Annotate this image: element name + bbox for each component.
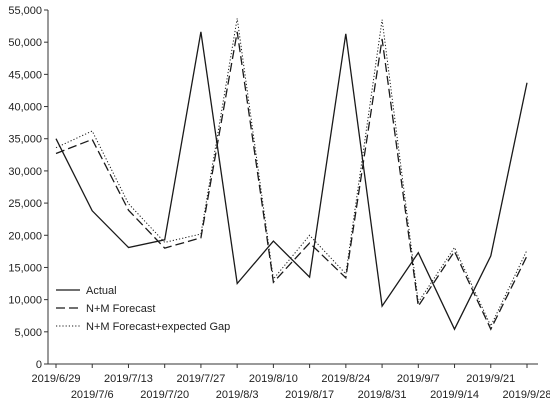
y-tick-label: 35,000 [8, 134, 42, 146]
x-tick-label: 2019/8/10 [249, 373, 298, 385]
y-tick-label: 50,000 [8, 37, 42, 49]
legend: Actual N+M Forecast N+M Forecast+expected … [56, 285, 230, 333]
x-tick-label: 2019/6/29 [32, 373, 81, 385]
legend-label: Actual [86, 285, 117, 297]
series-line-n-m-forecast [55, 31, 528, 331]
x-tick-label: 2019/8/3 [216, 389, 259, 401]
series-line-n-m-forecast-expected-gap [55, 18, 528, 328]
series-line-actual [55, 31, 528, 331]
x-tick-label: 2019/7/13 [104, 373, 153, 385]
x-tick-label: 2019/7/27 [176, 373, 225, 385]
x-tick-label: 2019/8/17 [285, 389, 334, 401]
series-lines [55, 18, 528, 331]
x-tick-label: 2019/7/20 [140, 389, 189, 401]
y-tick-label: 0 [36, 359, 42, 371]
x-tick-label: 2019/8/31 [358, 389, 407, 401]
x-tick-label: 2019/9/7 [397, 373, 440, 385]
y-tick-label: 30,000 [8, 166, 42, 178]
x-tick-label: 2019/7/6 [71, 389, 114, 401]
x-tick-label: 2019/9/14 [430, 389, 479, 401]
y-tick-label: 10,000 [8, 295, 42, 307]
y-tick-label: 20,000 [8, 230, 42, 242]
axes: 0 5,000 10,000 15,000 20,000 25,000 30,000 35,0… [8, 5, 550, 401]
y-tick-label: 15,000 [8, 262, 42, 274]
y-tick-label: 40,000 [8, 102, 42, 114]
legend-label: N+M Forecast+expected Gap [86, 321, 230, 333]
y-tick-label: 25,000 [8, 198, 42, 210]
x-tick-label: 2019/9/28 [503, 389, 550, 401]
y-tick-label: 55,000 [8, 5, 42, 17]
x-tick-label: 2019/8/24 [321, 373, 370, 385]
legend-label: N+M Forecast [86, 303, 155, 315]
x-tick-label: 2019/9/21 [466, 373, 515, 385]
y-tick-label: 45,000 [8, 69, 42, 81]
y-tick-label: 5,000 [14, 327, 42, 339]
